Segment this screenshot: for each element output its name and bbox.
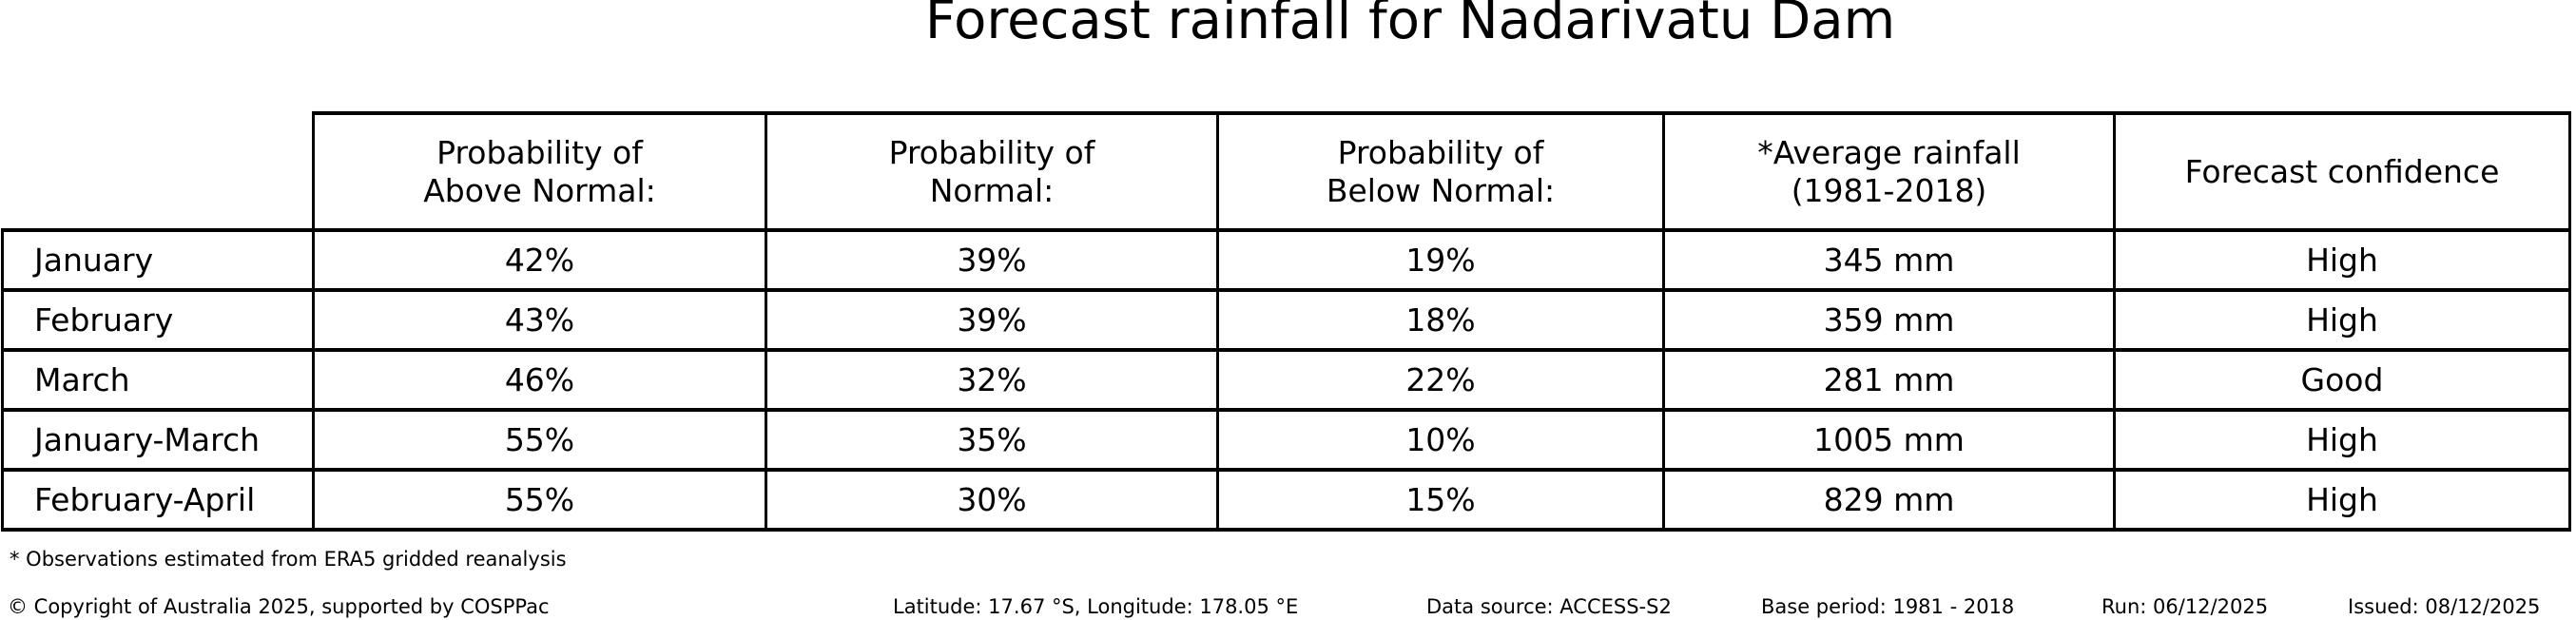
- table-row-january-march: January-March 55% 35% 10% 1005 mm High: [1, 408, 2571, 472]
- cell-below-normal: 10%: [1216, 408, 1665, 472]
- page-title: Forecast rainfall for Nadarivatu Dam: [924, 0, 1896, 51]
- cell-above-normal: 42%: [312, 228, 767, 292]
- cell-average-rainfall: 281 mm: [1662, 348, 2116, 412]
- cell-above-normal: 55%: [312, 468, 767, 532]
- column-header-forecast-confidence: Forecast confidence: [2113, 111, 2571, 232]
- cell-forecast-confidence: High: [2113, 228, 2571, 292]
- table-header-row: Probability of Above Normal: Probability…: [3, 111, 2571, 232]
- table-row-january: January 42% 39% 19% 345 mm High: [1, 228, 2571, 292]
- cell-below-normal: 18%: [1216, 288, 1665, 352]
- cell-below-normal: 22%: [1216, 348, 1665, 412]
- table-row-march: March 46% 32% 22% 281 mm Good: [1, 348, 2571, 412]
- cell-normal: 39%: [765, 288, 1219, 352]
- cell-below-normal: 19%: [1216, 228, 1665, 292]
- row-label: January-March: [1, 408, 315, 472]
- row-label: February-April: [1, 468, 315, 532]
- column-header-normal: Probability of Normal:: [765, 111, 1219, 232]
- cell-average-rainfall: 1005 mm: [1662, 408, 2116, 472]
- row-label: March: [1, 348, 315, 412]
- column-header-above-normal: Probability of Above Normal:: [312, 111, 767, 232]
- observations-footnote: * Observations estimated from ERA5 gridd…: [10, 548, 567, 571]
- column-header-average-rainfall: *Average rainfall (1981-2018): [1662, 111, 2116, 232]
- base-period-text: Base period: 1981 - 2018: [1761, 595, 2015, 618]
- cell-normal: 39%: [765, 228, 1219, 292]
- cell-above-normal: 46%: [312, 348, 767, 412]
- cell-normal: 32%: [765, 348, 1219, 412]
- cell-average-rainfall: 829 mm: [1662, 468, 2116, 532]
- row-label: February: [1, 288, 315, 352]
- cell-below-normal: 15%: [1216, 468, 1665, 532]
- cell-average-rainfall: 359 mm: [1662, 288, 2116, 352]
- corner-blank-cell: [3, 113, 314, 230]
- cell-above-normal: 55%: [312, 408, 767, 472]
- cell-forecast-confidence: High: [2113, 408, 2571, 472]
- issued-date-text: Issued: 08/12/2025: [2348, 595, 2541, 618]
- cell-above-normal: 43%: [312, 288, 767, 352]
- table-row-february: February 43% 39% 18% 359 mm High: [1, 288, 2571, 352]
- cell-normal: 30%: [765, 468, 1219, 532]
- column-header-below-normal: Probability of Below Normal:: [1216, 111, 1665, 232]
- location-coordinates-text: Latitude: 17.67 °S, Longitude: 178.05 °E: [893, 595, 1299, 618]
- cell-normal: 35%: [765, 408, 1219, 472]
- copyright-text: © Copyright of Australia 2025, supported…: [8, 595, 550, 618]
- run-date-text: Run: 06/12/2025: [2101, 595, 2269, 618]
- data-source-text: Data source: ACCESS-S2: [1426, 595, 1672, 618]
- cell-forecast-confidence: Good: [2113, 348, 2571, 412]
- forecast-table: Probability of Above Normal: Probability…: [1, 111, 2571, 532]
- cell-average-rainfall: 345 mm: [1662, 228, 2116, 292]
- table-row-february-april: February-April 55% 30% 15% 829 mm High: [1, 468, 2571, 532]
- row-label: January: [1, 228, 315, 292]
- cell-forecast-confidence: High: [2113, 468, 2571, 532]
- cell-forecast-confidence: High: [2113, 288, 2571, 352]
